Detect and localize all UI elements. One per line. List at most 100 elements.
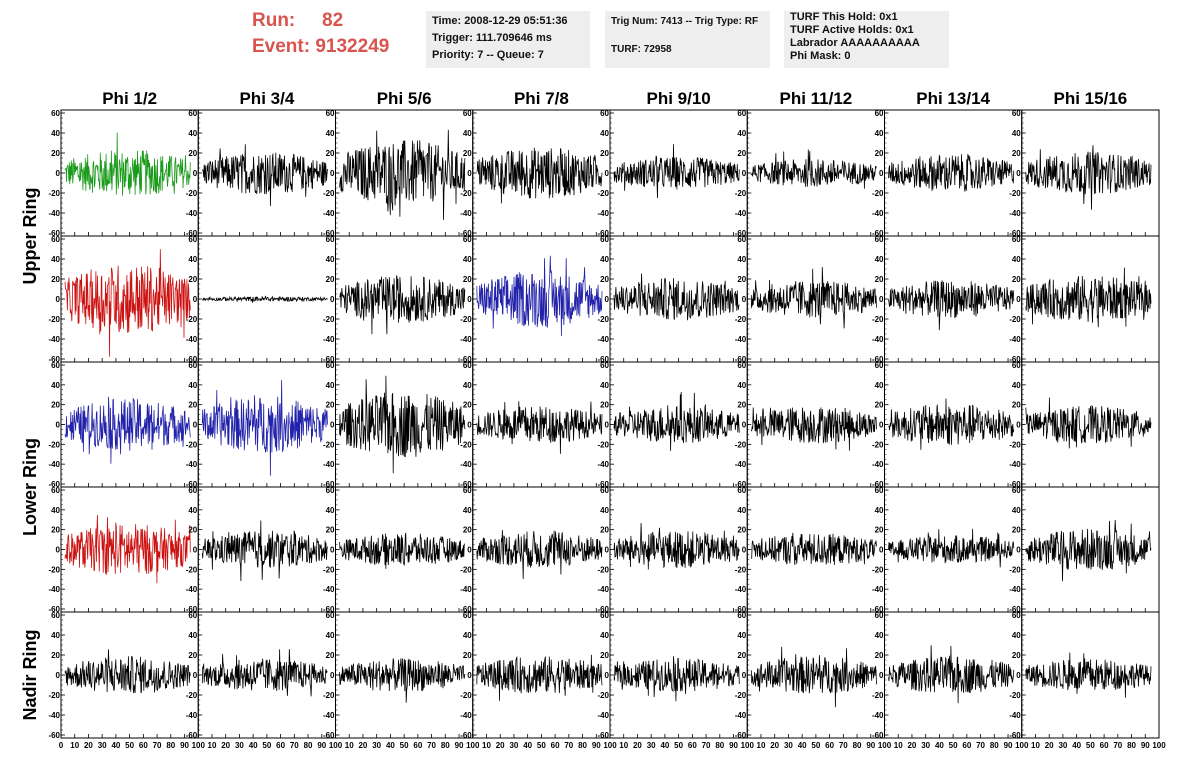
y-tick-label: 20 <box>51 651 60 660</box>
y-tick-label: 60 <box>737 361 746 370</box>
x-tick-label: 40 <box>1072 741 1081 750</box>
y-tick-label: -40 <box>735 711 747 720</box>
x-tick-label: 70 <box>564 741 573 750</box>
y-tick-label: 60 <box>188 235 197 244</box>
y-tick-label: -60 <box>186 229 198 238</box>
y-tick-label: -60 <box>186 355 198 364</box>
trig-num-text: Trig Num: 7413 -- Trig Type: RF <box>611 16 759 27</box>
waveform-trace-r2-c2 <box>202 295 328 303</box>
y-tick-label: -40 <box>460 209 472 218</box>
y-tick-label: 20 <box>188 651 197 660</box>
y-tick-label: 40 <box>737 506 746 515</box>
y-tick-label: -60 <box>1009 731 1021 740</box>
y-tick-label: -20 <box>460 565 472 574</box>
x-tick-label: 50 <box>811 741 820 750</box>
y-tick-label: 60 <box>463 361 472 370</box>
x-tick-label: 60 <box>413 741 422 750</box>
y-tick-label: 60 <box>737 611 746 620</box>
y-tick-label: 20 <box>463 651 472 660</box>
y-tick-label: 40 <box>326 381 335 390</box>
y-tick-label: 60 <box>463 235 472 244</box>
y-tick-label: 60 <box>600 611 609 620</box>
x-tick-label: 80 <box>304 741 313 750</box>
y-tick-label: -40 <box>323 585 335 594</box>
run-label: Run: <box>252 10 296 31</box>
x-tick-label: 10 <box>482 741 491 750</box>
y-tick-label: 60 <box>188 611 197 620</box>
x-tick-label: 100 <box>329 741 343 750</box>
y-tick-label: 20 <box>600 149 609 158</box>
y-tick-label: 40 <box>1012 255 1021 264</box>
row-header-3: Nadir Ring <box>20 629 40 720</box>
waveform-trace-r2-c7 <box>888 280 1015 331</box>
x-tick-label: 30 <box>1058 741 1067 750</box>
y-tick-label: 60 <box>875 486 884 495</box>
y-tick-label: -20 <box>1009 189 1021 198</box>
waveform-trace-r1-c1 <box>64 132 191 196</box>
y-tick-label: -60 <box>735 229 747 238</box>
y-tick-label: 40 <box>463 381 472 390</box>
column-header-6: Phi 11/12 <box>779 89 852 108</box>
y-tick-label: 0 <box>330 546 335 555</box>
x-tick-label: 60 <box>825 741 834 750</box>
y-tick-label: -40 <box>735 460 747 469</box>
x-tick-label: 20 <box>633 741 642 750</box>
y-tick-label: -20 <box>48 691 60 700</box>
y-tick-label: -40 <box>597 711 609 720</box>
y-tick-label: 40 <box>1012 506 1021 515</box>
y-tick-label: -20 <box>735 565 747 574</box>
y-tick-label: 60 <box>600 361 609 370</box>
y-tick-label: -20 <box>186 315 198 324</box>
y-tick-label: 0 <box>193 671 198 680</box>
y-tick-label: 40 <box>188 381 197 390</box>
y-tick-label: -60 <box>460 355 472 364</box>
x-tick-label: 60 <box>276 741 285 750</box>
x-tick-label: 80 <box>853 741 862 750</box>
column-header-3: Phi 5/6 <box>377 89 432 108</box>
y-tick-label: -20 <box>460 189 472 198</box>
event-value: 9132249 <box>315 36 390 57</box>
y-tick-label: 60 <box>188 486 197 495</box>
y-tick-label: 0 <box>1016 546 1021 555</box>
x-tick-label: 20 <box>84 741 93 750</box>
y-tick-label: 0 <box>1016 169 1021 178</box>
y-tick-label: 0 <box>1016 671 1021 680</box>
x-tick-label: 80 <box>715 741 724 750</box>
y-tick-label: -40 <box>1009 209 1021 218</box>
y-tick-label: 60 <box>51 486 60 495</box>
y-tick-label: 40 <box>1012 631 1021 640</box>
y-tick-label: -40 <box>1009 585 1021 594</box>
y-tick-label: 40 <box>875 129 884 138</box>
y-tick-label: -60 <box>597 480 609 489</box>
y-tick-label: 60 <box>1012 235 1021 244</box>
y-tick-label: 0 <box>56 671 61 680</box>
y-tick-label: -60 <box>597 229 609 238</box>
y-tick-label: -20 <box>597 440 609 449</box>
y-tick-label: 20 <box>737 526 746 535</box>
y-tick-label: -20 <box>460 691 472 700</box>
y-tick-label: -20 <box>597 691 609 700</box>
y-tick-label: -40 <box>48 335 60 344</box>
column-header-8: Phi 15/16 <box>1054 89 1128 108</box>
y-tick-label: 40 <box>1012 381 1021 390</box>
y-tick-label: -20 <box>323 565 335 574</box>
y-tick-label: 40 <box>600 129 609 138</box>
y-tick-label: 60 <box>51 611 60 620</box>
y-tick-label: 40 <box>463 506 472 515</box>
y-tick-label: -40 <box>48 585 60 594</box>
y-tick-label: 60 <box>875 235 884 244</box>
y-tick-label: 20 <box>737 401 746 410</box>
y-tick-label: 20 <box>875 275 884 284</box>
x-tick-label: 100 <box>878 741 892 750</box>
y-tick-label: -60 <box>323 731 335 740</box>
y-tick-label: -40 <box>186 711 198 720</box>
y-tick-label: -40 <box>323 460 335 469</box>
x-tick-label: 80 <box>990 741 999 750</box>
y-tick-label: -40 <box>48 209 60 218</box>
y-tick-label: -40 <box>872 711 884 720</box>
y-tick-label: 40 <box>737 129 746 138</box>
y-tick-label: 0 <box>56 169 61 178</box>
waveform-trace-r3-c1 <box>64 396 191 464</box>
y-tick-label: -60 <box>1009 480 1021 489</box>
turf-active-holds-text: TURF Active Holds: 0x1 <box>790 24 914 36</box>
